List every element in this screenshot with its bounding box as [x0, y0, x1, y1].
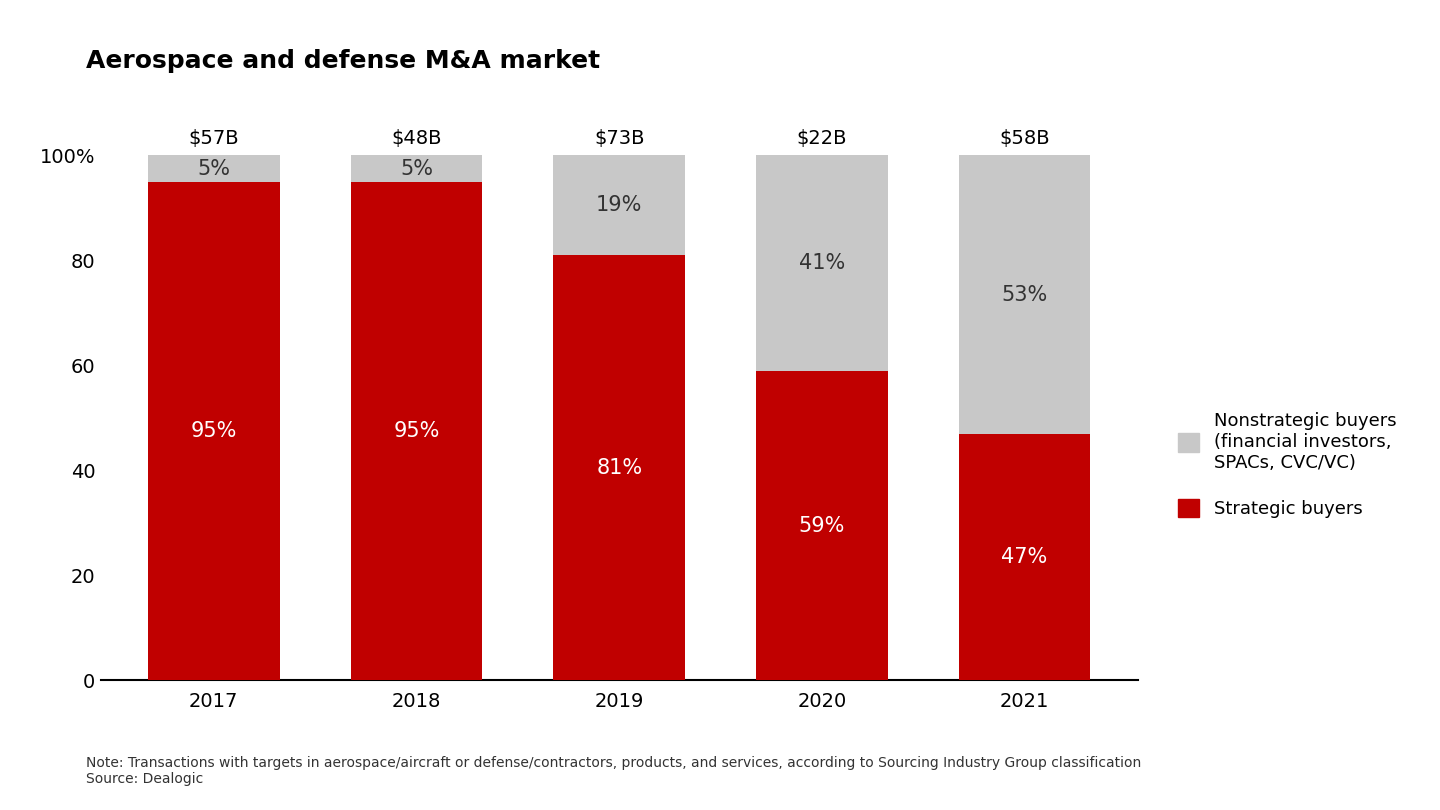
Text: $48B: $48B	[392, 129, 442, 147]
Text: 19%: 19%	[596, 195, 642, 215]
Text: 5%: 5%	[400, 159, 433, 178]
Bar	[553, 255, 685, 680]
Text: 47%: 47%	[1001, 547, 1048, 567]
Text: $73B: $73B	[593, 129, 645, 147]
Legend: Nonstrategic buyers
(financial investors,
SPACs, CVC/VC), Strategic buyers: Nonstrategic buyers (financial investors…	[1178, 412, 1397, 518]
Text: 81%: 81%	[596, 458, 642, 478]
Text: $57B: $57B	[189, 129, 239, 147]
Text: $58B: $58B	[999, 129, 1050, 147]
Text: 41%: 41%	[799, 253, 845, 273]
Bar	[148, 156, 279, 181]
Bar	[553, 156, 685, 255]
Bar	[756, 156, 888, 371]
Text: 95%: 95%	[393, 421, 439, 441]
Text: 5%: 5%	[197, 159, 230, 178]
Bar	[350, 181, 482, 680]
Text: 95%: 95%	[190, 421, 238, 441]
Bar	[756, 371, 888, 680]
Text: Note: Transactions with targets in aerospace/aircraft or defense/contractors, pr: Note: Transactions with targets in aeros…	[86, 756, 1142, 786]
Text: $22B: $22B	[796, 129, 847, 147]
Bar	[959, 156, 1090, 433]
Text: 59%: 59%	[799, 515, 845, 535]
Bar	[148, 181, 279, 680]
Bar	[350, 156, 482, 181]
Text: 53%: 53%	[1001, 284, 1048, 305]
Text: Aerospace and defense M&A market: Aerospace and defense M&A market	[86, 49, 600, 73]
Bar	[959, 433, 1090, 680]
